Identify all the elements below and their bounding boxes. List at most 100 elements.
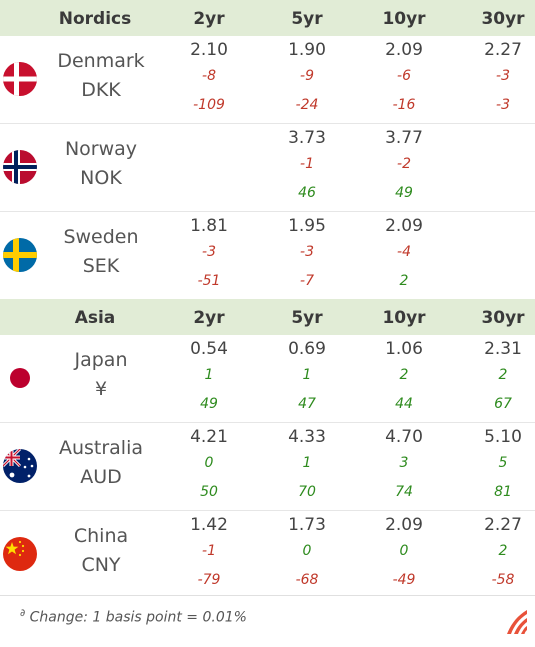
change-value-5yr: -1 <box>300 156 314 172</box>
change-value-2yr: -1 <box>202 543 216 559</box>
norway-flag-icon <box>3 150 37 184</box>
change-value-30yr: 5 <box>498 455 508 471</box>
section-title: Asia <box>74 308 116 328</box>
yield-value-2yr: 0.54 <box>190 339 228 359</box>
change-value-2yr: -8 <box>202 68 216 84</box>
change-value-5yr: -24 <box>295 97 319 113</box>
country-name: Sweden <box>63 226 139 248</box>
yield-value-10yr: 4.70 <box>385 427 423 447</box>
section-header-nordics: Nordics 2yr 5yr 10yr 30yr <box>0 0 535 36</box>
yield-value-5yr: 1.90 <box>288 40 326 60</box>
change-value-5yr: -3 <box>300 244 314 260</box>
change-value-5yr: -9 <box>300 68 314 84</box>
country-name: Denmark <box>57 50 145 72</box>
currency-code: SEK <box>82 255 120 277</box>
yield-value-10yr: 1.06 <box>385 339 423 359</box>
denmark-flag-icon <box>3 62 37 96</box>
change-value-2yr: 0 <box>204 455 214 471</box>
currency-code: ¥ <box>94 378 108 400</box>
column-header-2yr: 2yr <box>193 9 225 29</box>
yield-value-30yr: 5.10 <box>484 427 522 447</box>
yield-value-30yr: 2.27 <box>484 40 522 60</box>
china-flag-icon <box>3 537 37 571</box>
yield-value-5yr: 0.69 <box>288 339 326 359</box>
change-value-30yr: -58 <box>491 572 515 588</box>
change-value-5yr: -68 <box>295 572 319 588</box>
yield-value-5yr: 1.95 <box>288 216 326 236</box>
yield-value-10yr: 2.09 <box>385 40 423 60</box>
yield-value-5yr: 1.73 <box>288 515 326 535</box>
change-value-30yr: 2 <box>498 367 508 383</box>
section-header-asia: Asia 2yr 5yr 10yr 30yr <box>0 299 535 335</box>
change-value-2yr: -79 <box>197 572 221 588</box>
currency-code: CNY <box>81 554 121 576</box>
country-name: China <box>73 525 129 547</box>
yield-value-5yr: 3.73 <box>288 128 326 148</box>
change-value-5yr: -7 <box>300 273 314 289</box>
change-value-5yr: 70 <box>298 484 316 500</box>
change-value-5yr: 1 <box>302 367 312 383</box>
change-value-2yr: -109 <box>193 97 225 113</box>
table-row: Japan ¥0.54 1 49 0.69 1 47 1.06 2 44 2.31 2 67 <box>0 335 535 423</box>
table-row: China CNY 1.42 -1 -79 1.73 0 -68 2.09 0 -49 2.27 2 -5… <box>0 511 535 598</box>
yield-value-2yr: 2.10 <box>190 40 228 60</box>
table-row: Australia AUD 4.21 0 50 4.33 1 70 4.70 3 74 5.10 5 81 <box>0 423 535 511</box>
brand-logo-icon <box>505 608 529 636</box>
japan-flag-icon <box>3 361 37 395</box>
change-value-30yr: -3 <box>496 97 510 113</box>
change-value-30yr: 67 <box>494 396 512 412</box>
change-value-5yr: 47 <box>298 396 316 412</box>
country-name: Japan <box>74 349 128 371</box>
yield-value-2yr: 1.42 <box>190 515 228 535</box>
change-value-10yr: 0 <box>399 543 409 559</box>
change-value-5yr: 1 <box>302 455 312 471</box>
footnote: ∂ Change: 1 basis point = 0.01% <box>20 608 247 626</box>
australia-flag-icon <box>3 449 37 483</box>
country-name: Norway <box>64 138 138 160</box>
change-value-30yr: 2 <box>498 543 508 559</box>
column-header-10yr: 10yr <box>382 308 426 328</box>
column-header-5yr: 5yr <box>291 9 323 29</box>
currency-code: NOK <box>80 167 122 189</box>
table-row: Sweden SEK 1.81 -3 -51 1.95 -3 -7 2.09 -4 2 <box>0 212 535 299</box>
change-value-2yr: -51 <box>197 273 221 289</box>
change-value-10yr: 2 <box>399 367 409 383</box>
footnote-text: Change: 1 basis point = 0.01% <box>29 609 247 626</box>
change-value-10yr: -2 <box>397 156 411 172</box>
change-value-5yr: 0 <box>302 543 312 559</box>
currency-code: AUD <box>80 466 122 488</box>
column-header-10yr: 10yr <box>382 9 426 29</box>
footer: ∂ Change: 1 basis point = 0.01% <box>0 595 535 647</box>
column-header-2yr: 2yr <box>193 308 225 328</box>
column-header-30yr: 30yr <box>481 9 525 29</box>
country-name: Australia <box>58 437 144 459</box>
change-value-10yr: -6 <box>397 68 411 84</box>
change-value-10yr: -49 <box>392 572 416 588</box>
yield-value-10yr: 3.77 <box>385 128 423 148</box>
yield-value-10yr: 2.09 <box>385 216 423 236</box>
change-value-10yr: 74 <box>395 484 413 500</box>
change-value-10yr: -4 <box>397 244 411 260</box>
table-row: Norway NOK 3.73 -1 46 3.77 -2 49 <box>0 124 535 212</box>
yield-value-5yr: 4.33 <box>288 427 326 447</box>
change-value-2yr: 49 <box>200 396 218 412</box>
change-value-2yr: 1 <box>204 367 214 383</box>
change-value-5yr: 46 <box>298 185 316 201</box>
change-value-30yr: 81 <box>494 484 512 500</box>
column-header-5yr: 5yr <box>291 308 323 328</box>
change-value-10yr: 2 <box>399 273 409 289</box>
change-value-10yr: 44 <box>395 396 413 412</box>
yield-value-2yr: 1.81 <box>190 216 228 236</box>
change-value-10yr: -16 <box>392 97 416 113</box>
change-value-2yr: 50 <box>200 484 218 500</box>
section-title: Nordics <box>58 9 132 29</box>
table-row: Denmark DKK 2.10 -8 -109 1.90 -9 -24 2.09 -6 -16 2.… <box>0 36 535 124</box>
change-value-10yr: 3 <box>399 455 409 471</box>
yield-value-30yr: 2.31 <box>484 339 522 359</box>
yield-value-2yr: 4.21 <box>190 427 228 447</box>
yield-value-10yr: 2.09 <box>385 515 423 535</box>
change-value-2yr: -3 <box>202 244 216 260</box>
yield-value-30yr: 2.27 <box>484 515 522 535</box>
yield-table: Nordics 2yr 5yr 10yr 30yr Denmark DKK 2.10… <box>0 0 535 598</box>
sweden-flag-icon <box>3 238 37 272</box>
